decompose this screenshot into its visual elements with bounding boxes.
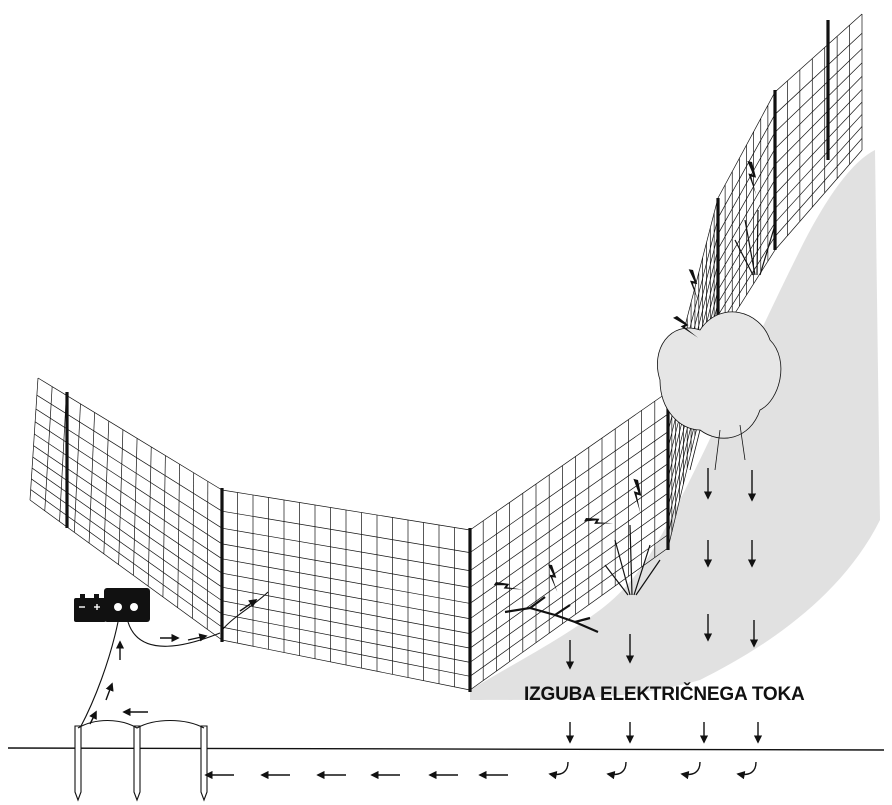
- arrow-icon: [606, 761, 627, 780]
- arrow-icon: [239, 599, 258, 612]
- arrow-icon: [187, 633, 208, 642]
- arrow-icon: [680, 761, 701, 780]
- lightning-icon: [673, 316, 699, 338]
- current-loss-label: IZGUBA ELEKTRIČNEGA TOKA: [524, 684, 805, 705]
- energizer-icon: [104, 588, 150, 622]
- arrow-icon: [548, 761, 569, 780]
- lightning-icon: [584, 518, 614, 524]
- current-arrows: [89, 468, 763, 780]
- ground-rod-icon: [200, 725, 208, 802]
- lightning-icon: [493, 582, 523, 590]
- ground-rod-icon: [133, 725, 141, 802]
- grass-tuft-icon: [604, 209, 776, 596]
- ground-rods: [74, 720, 208, 802]
- arrow-icon: [736, 761, 757, 780]
- energizer-wires: [79, 591, 269, 729]
- lightning-icon: [548, 564, 558, 592]
- ground-line: [7, 747, 885, 751]
- fallen-branch-icon: [504, 596, 599, 634]
- battery-icon: [74, 594, 106, 622]
- lightning-icon: [688, 269, 698, 300]
- arrow-icon: [89, 710, 97, 725]
- ground-rod-wire: [77, 720, 205, 729]
- lightning-icon: [633, 478, 642, 513]
- bush-icon: [657, 311, 782, 471]
- electric-netting-fence: [29, 13, 863, 692]
- vegetation-shading: [470, 150, 880, 700]
- arrow-icon: [105, 682, 114, 701]
- ground-rod-icon: [74, 725, 82, 802]
